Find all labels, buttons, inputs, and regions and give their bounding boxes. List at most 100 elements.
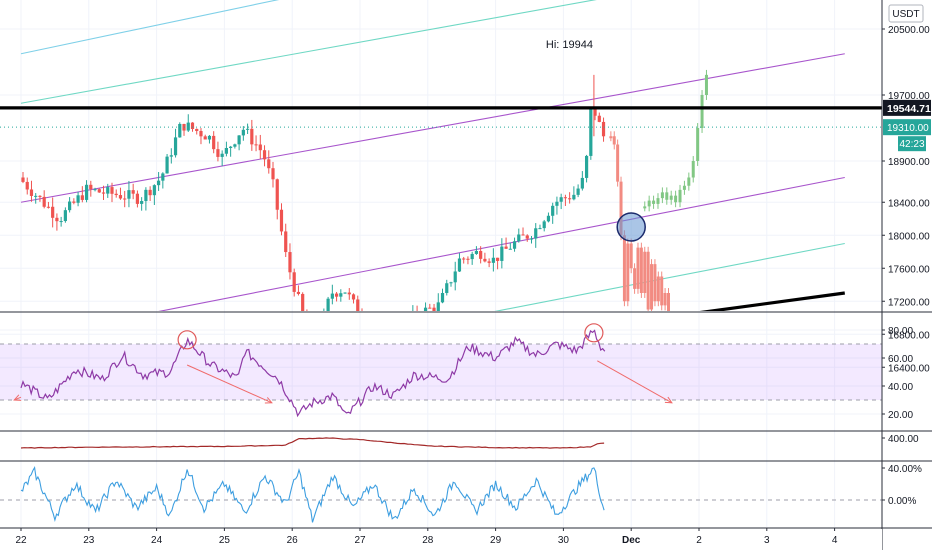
candle bbox=[42, 196, 46, 207]
last-price-tag bbox=[883, 99, 931, 116]
candle bbox=[580, 177, 584, 189]
rsi-line bbox=[20, 329, 606, 418]
price-tick-label: 17600.00 bbox=[888, 264, 930, 275]
candle bbox=[97, 189, 101, 193]
candle bbox=[292, 272, 296, 292]
candle bbox=[254, 144, 258, 146]
candle bbox=[25, 181, 29, 190]
forecast-candle bbox=[678, 189, 682, 203]
time-tick-label: 30 bbox=[558, 535, 570, 546]
price-tick-label: 16800.00 bbox=[888, 330, 930, 341]
price-tick-label: 18400.00 bbox=[888, 198, 930, 209]
candle bbox=[436, 302, 440, 311]
candle bbox=[199, 130, 203, 137]
candle bbox=[534, 228, 538, 239]
price-tick-label: 18000.00 bbox=[888, 231, 930, 242]
candle bbox=[267, 159, 271, 169]
time-tick-label: 27 bbox=[354, 535, 366, 546]
candle bbox=[169, 155, 173, 157]
forecast-candle bbox=[633, 268, 637, 289]
forecast-candle bbox=[643, 251, 647, 293]
countdown-tag bbox=[898, 136, 926, 152]
time-tick-label: 4 bbox=[832, 535, 838, 546]
forecast-candle bbox=[622, 235, 626, 302]
price-tick-label: 16400.00 bbox=[888, 363, 930, 374]
candle bbox=[369, 331, 372, 333]
forecast-candle bbox=[682, 185, 686, 190]
candle bbox=[84, 184, 89, 200]
candle bbox=[500, 246, 504, 261]
rsi-arrow-head bbox=[264, 397, 273, 404]
candle bbox=[195, 128, 199, 131]
candle bbox=[178, 123, 182, 138]
countdown-label: 42:23 bbox=[899, 139, 924, 150]
candle bbox=[152, 185, 156, 196]
forecast-candle bbox=[700, 95, 704, 128]
candle bbox=[241, 129, 245, 136]
candle bbox=[275, 179, 279, 210]
candle bbox=[250, 128, 254, 145]
forecast-candle bbox=[665, 192, 669, 200]
rsi-tick-label: 20.00 bbox=[888, 410, 913, 421]
candle bbox=[207, 135, 212, 140]
candle bbox=[403, 319, 406, 330]
vertical-grid bbox=[20, 0, 836, 527]
forecast-candle bbox=[646, 251, 650, 310]
forecast-candle bbox=[652, 200, 656, 204]
forecast-candle bbox=[660, 192, 664, 199]
candle bbox=[203, 136, 207, 140]
candle bbox=[237, 135, 241, 145]
candle bbox=[521, 234, 525, 236]
forecast-candle bbox=[616, 144, 620, 182]
candle bbox=[165, 156, 169, 174]
candle bbox=[173, 137, 178, 156]
candle bbox=[356, 299, 360, 311]
candle bbox=[89, 184, 93, 190]
candle bbox=[525, 235, 529, 239]
candle bbox=[457, 258, 462, 272]
time-tick-label: 3 bbox=[764, 535, 770, 546]
rsi-highlight-circle bbox=[584, 323, 604, 343]
candle bbox=[440, 293, 445, 303]
indicator-2-tick-label: 400.00 bbox=[888, 434, 919, 445]
candle bbox=[224, 147, 228, 154]
currency-label-box bbox=[888, 4, 924, 23]
time-tick-label: 25 bbox=[219, 535, 231, 546]
horizontal-grid bbox=[0, 329, 882, 415]
candle bbox=[262, 150, 267, 160]
price-tick-label: 17200.00 bbox=[888, 297, 930, 308]
candle bbox=[407, 319, 410, 320]
forecast-candle bbox=[696, 128, 700, 161]
candle bbox=[351, 294, 356, 300]
candle bbox=[449, 282, 453, 284]
candle bbox=[517, 234, 521, 242]
candle bbox=[504, 246, 508, 249]
forecast-candle bbox=[666, 293, 670, 311]
forecast-candle bbox=[663, 293, 667, 306]
candle bbox=[59, 221, 63, 223]
candle bbox=[470, 253, 474, 260]
candle bbox=[538, 228, 542, 230]
candle bbox=[216, 149, 220, 157]
candle bbox=[347, 292, 351, 295]
candle bbox=[76, 195, 80, 203]
indicator-3-line bbox=[20, 465, 605, 523]
candle bbox=[21, 177, 25, 182]
candle bbox=[330, 293, 334, 299]
candle bbox=[46, 206, 51, 208]
candle bbox=[161, 173, 165, 181]
forecast-candle bbox=[656, 198, 660, 204]
rsi-arrow bbox=[186, 364, 273, 404]
secondary-price-label: 19310.00 bbox=[887, 123, 929, 134]
candle bbox=[487, 261, 491, 263]
candle bbox=[271, 168, 275, 180]
candle bbox=[29, 189, 34, 196]
price-tick-label: 18900.00 bbox=[888, 157, 930, 168]
candle bbox=[428, 307, 432, 309]
candle bbox=[474, 251, 479, 254]
candle bbox=[114, 193, 118, 196]
candle bbox=[508, 248, 512, 250]
candle bbox=[245, 128, 250, 130]
